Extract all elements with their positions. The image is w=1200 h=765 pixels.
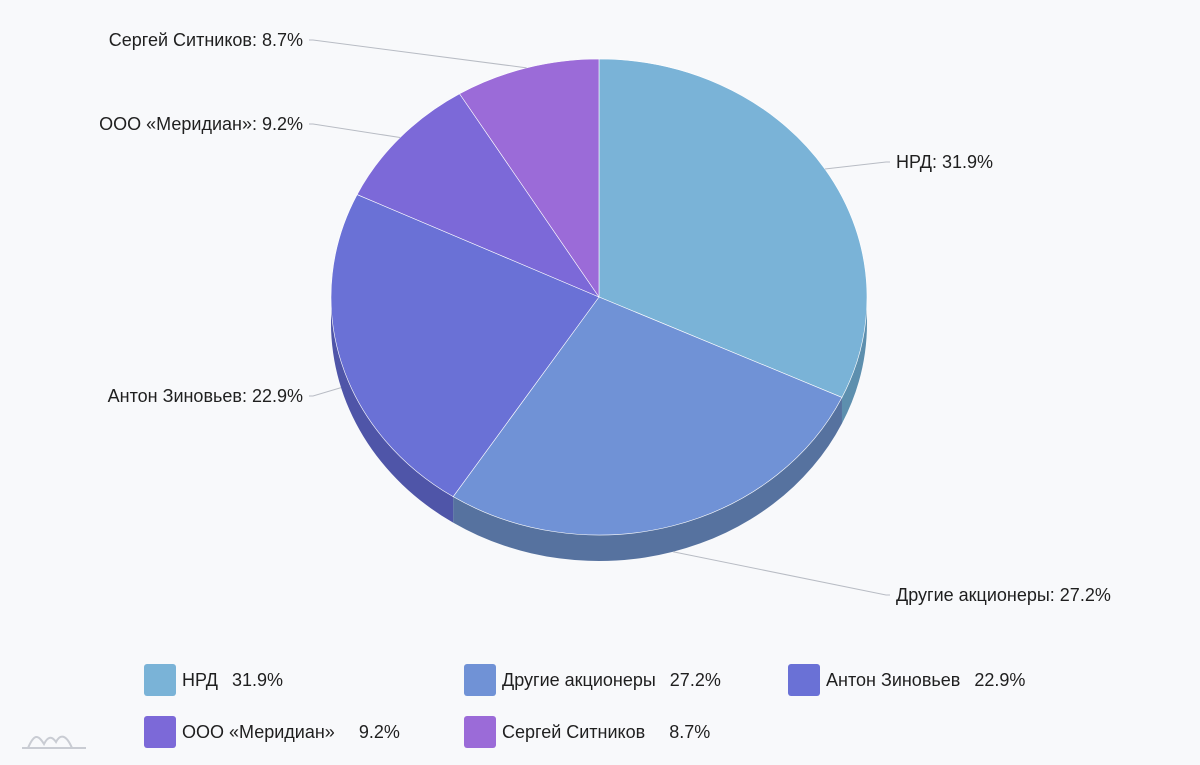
slice-label: Сергей Ситников: 8.7% [109, 30, 303, 50]
pie-slice[interactable] [598, 58, 868, 398]
leader-line [672, 551, 890, 596]
legend-swatch [788, 664, 820, 696]
slice-label: Антон Зиновьев: 22.9% [108, 386, 303, 406]
slice-label: Другие акционеры: 27.2% [896, 585, 1111, 605]
slice-side [453, 397, 842, 561]
slice-labels: НРД: 31.9% Другие акционеры: 27.2% Антон З… [99, 30, 1111, 605]
pie-depth [331, 297, 867, 561]
slice-label: ООО «Меридиан»: 9.2% [99, 114, 303, 134]
legend-value: 27.2% [669, 669, 721, 690]
pie-slice[interactable] [452, 296, 843, 536]
leader-line [309, 123, 401, 139]
legend-label: Сергей Ситников [502, 721, 646, 742]
legend-item-nrd[interactable]: НРД 31.9% [144, 664, 464, 696]
chart-logo-icon [22, 735, 86, 749]
pie-slice[interactable] [356, 93, 600, 298]
leader-line [309, 387, 342, 397]
pie-slice[interactable] [459, 58, 600, 298]
slice-label: НРД: 31.9% [896, 152, 993, 172]
legend-value: 31.9% [232, 669, 284, 690]
legend-label: ООО «Меридиан» [182, 721, 335, 742]
legend-value: 8.7% [669, 721, 711, 742]
slice-side [331, 297, 454, 523]
legend-item-anton-zinovyev[interactable]: Антон Зиновьев 22.9% [788, 664, 1088, 696]
legend-value: 22.9% [974, 669, 1026, 690]
legend-swatch [144, 664, 176, 696]
legend-item-sergey-sitnikov[interactable]: Сергей Ситников 8.7% [464, 716, 788, 748]
pie-slice[interactable] [330, 194, 600, 498]
legend-item-other-shareholders[interactable]: Другие акционеры 27.2% [464, 664, 788, 696]
legend: НРД 31.9% Другие акционеры 27.2% Антон З… [144, 664, 1104, 748]
legend-swatch [144, 716, 176, 748]
legend-value: 9.2% [358, 721, 400, 742]
label-leader-lines [309, 39, 890, 596]
legend-label: НРД [182, 669, 218, 690]
legend-swatch [464, 664, 496, 696]
legend-item-meridian[interactable]: ООО «Меридиан» 9.2% [144, 716, 464, 748]
legend-swatch [464, 716, 496, 748]
leader-line [824, 161, 890, 170]
legend-label: Антон Зиновьев [826, 669, 961, 690]
legend-label: Другие акционеры [502, 669, 656, 690]
slice-side [841, 297, 867, 424]
pie-slices [330, 58, 868, 536]
leader-line [309, 39, 527, 69]
